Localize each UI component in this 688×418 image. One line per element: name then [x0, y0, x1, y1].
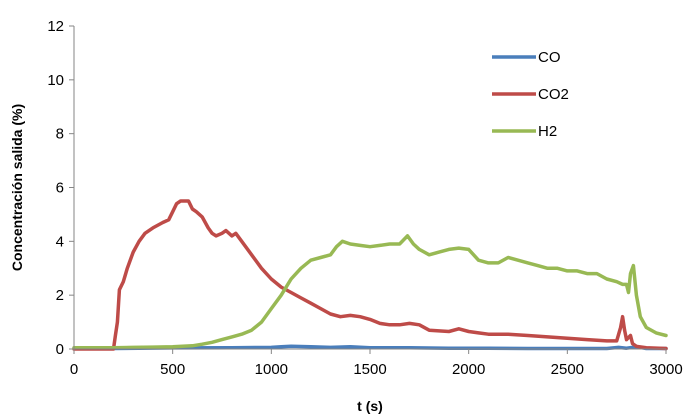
y-tick-label: 2	[56, 287, 64, 304]
legend: CO CO2 H2	[492, 49, 569, 140]
legend-label-co: CO	[538, 49, 561, 66]
x-tick-label: 3000	[649, 361, 682, 378]
y-tick-label: 4	[56, 233, 64, 250]
x-tick-label: 500	[160, 361, 185, 378]
series-line-co	[72, 344, 668, 351]
series-line-h2	[72, 234, 668, 350]
x-tick-label: 2500	[551, 361, 584, 378]
series-line-co2	[72, 199, 668, 351]
y-tick-label: 0	[56, 341, 64, 358]
x-axis-title: t (s)	[357, 398, 383, 414]
x-tick-label: 2000	[452, 361, 485, 378]
y-tick-label: 10	[47, 72, 64, 89]
x-tick-label: 0	[70, 361, 78, 378]
tick-labels: 0 2 4 6 8 10 12 0 500 1000 1500 2000 2500 3000	[47, 18, 682, 378]
plot-area	[72, 199, 668, 351]
x-tick-label: 1500	[353, 361, 386, 378]
y-tick-label: 12	[47, 18, 64, 35]
legend-label-h2: H2	[538, 123, 557, 140]
y-tick-label: 8	[56, 126, 64, 143]
axes	[69, 25, 667, 354]
x-tick-label: 1000	[255, 361, 288, 378]
y-tick-label: 6	[56, 180, 64, 197]
legend-label-co2: CO2	[538, 86, 569, 103]
y-axis-title: Concentración salida (%)	[9, 104, 25, 271]
